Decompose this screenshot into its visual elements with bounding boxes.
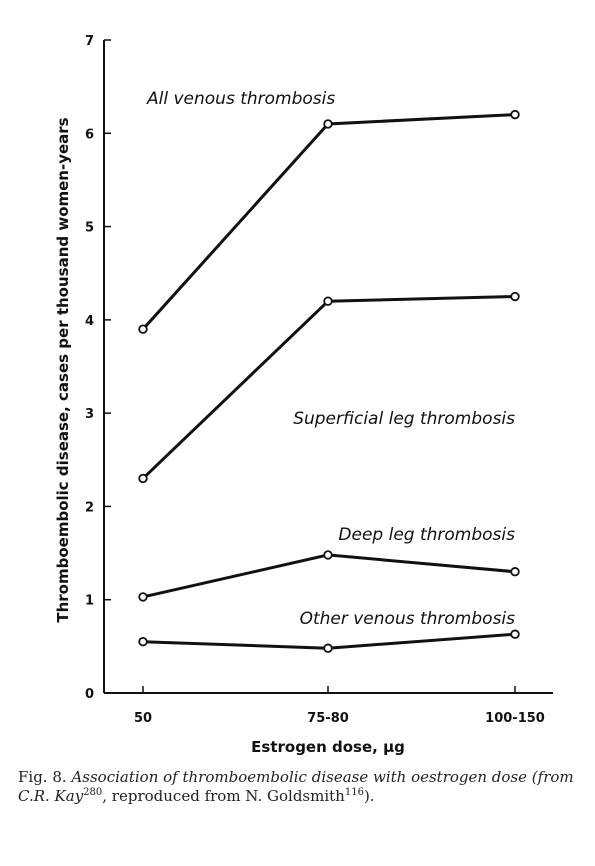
data-point [510, 629, 520, 639]
x-tick-label: 75-80 [307, 711, 349, 726]
series-label: Superficial leg thrombosis [293, 409, 515, 429]
caption-prefix: Fig. 8. [18, 768, 67, 786]
caption-ref-1: 280 [83, 787, 103, 798]
y-tick-label: 3 [85, 407, 94, 422]
data-point [323, 550, 333, 560]
caption-ref-2: 116 [344, 787, 364, 798]
data-point [138, 324, 148, 334]
data-point [138, 636, 148, 647]
y-tick-label: 7 [85, 34, 94, 49]
caption-text-1: Association of thromboembolic disease wi… [18, 768, 574, 805]
series-group: Deep leg thrombosis [138, 525, 520, 602]
line-chart: 0 1 2 3 4 5 6 7 50 75-80 100-150 All venous thromb… [54, 34, 553, 756]
data-point [510, 291, 520, 302]
caption-text-2: , reproduced from N. Goldsmith [102, 787, 345, 805]
chart-axes: 0 1 2 3 4 5 6 7 50 75-80 100-150 [85, 34, 553, 726]
y-tick-label: 6 [85, 127, 94, 142]
data-point [138, 473, 148, 484]
y-tick-label: 4 [85, 314, 94, 329]
y-tick-label: 0 [85, 687, 94, 702]
chart-series: All venous thrombosis Superficial leg thr… [138, 89, 520, 653]
data-point [323, 296, 333, 306]
series-label: Other venous thrombosis [300, 609, 516, 629]
data-point [138, 592, 148, 602]
y-axis-title: Thromboembolic disease, cases per thousa… [54, 117, 72, 622]
x-tick-label: 100-150 [485, 711, 545, 726]
x-axis-title: Estrogen dose, μg [251, 738, 405, 756]
caption-text-3: ). [363, 787, 375, 805]
y-tick-label: 2 [85, 500, 94, 515]
series-group: Other venous thrombosis [138, 609, 520, 653]
y-tick-label: 5 [85, 221, 94, 236]
data-point [510, 109, 520, 120]
series-label: Deep leg thrombosis [338, 525, 515, 545]
series-label: All venous thrombosis [146, 89, 335, 109]
data-point [323, 643, 333, 653]
series-group: All venous thrombosis [138, 89, 520, 334]
series-group: Superficial leg thrombosis [138, 291, 520, 484]
data-point [510, 567, 520, 577]
y-tick-label: 1 [85, 594, 94, 609]
data-point [323, 119, 333, 129]
x-tick-label: 50 [134, 711, 152, 726]
series-line [141, 295, 516, 480]
figure-caption: Fig. 8. Association of thromboembolic di… [18, 768, 580, 806]
series-line [142, 553, 516, 599]
